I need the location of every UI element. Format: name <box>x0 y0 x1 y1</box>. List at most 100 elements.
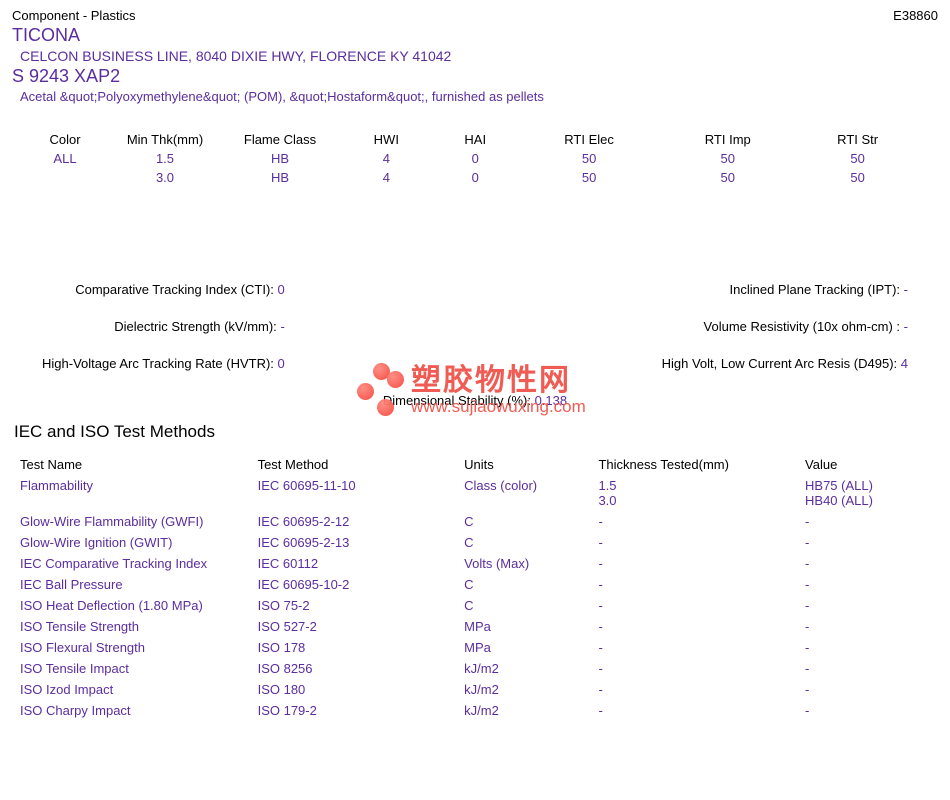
test-method-cell: ISO 8256 <box>252 658 459 679</box>
test-col-header-value: Value <box>799 454 950 475</box>
test-name-cell: Glow-Wire Flammability (GWFI) <box>14 511 252 532</box>
test-table-row-3: IEC Comparative Tracking Index IEC 60112 V… <box>14 553 950 574</box>
test-name-cell: ISO Izod Impact <box>14 679 252 700</box>
test-thickness-cell: 1.5 3.0 <box>592 475 799 511</box>
test-value-cell: - <box>799 532 950 553</box>
test-method-cell: ISO 179-2 <box>252 700 459 721</box>
prop-ipt: Inclined Plane Tracking (IPT): - <box>662 282 908 297</box>
flame-table-row-1: 3.0 HB 4 0 50 50 50 <box>20 168 920 187</box>
site-watermark: 塑胶物性网 www.sujiaowuxing.com <box>355 363 586 418</box>
test-value-cell: - <box>799 595 950 616</box>
test-thickness-cell: - <box>592 553 799 574</box>
test-col-header-method: Test Method <box>252 454 459 475</box>
test-thickness-cell: - <box>592 679 799 700</box>
test-units-cell: MPa <box>458 616 592 637</box>
company-name: TICONA <box>12 25 938 46</box>
test-method-cell: ISO 75-2 <box>252 595 459 616</box>
properties-left-col: Comparative Tracking Index (CTI): 0 Diel… <box>42 282 285 371</box>
test-name-cell: ISO Flexural Strength <box>14 637 252 658</box>
test-method-cell: IEC 60695-10-2 <box>252 574 459 595</box>
test-value-cell: - <box>799 700 950 721</box>
test-table-row-0: Flammability IEC 60695-11-10 Class (color)… <box>14 475 950 511</box>
test-name-cell: IEC Ball Pressure <box>14 574 252 595</box>
test-value-cell: - <box>799 511 950 532</box>
test-method-cell: IEC 60695-2-13 <box>252 532 459 553</box>
test-value-cell: - <box>799 616 950 637</box>
test-units-cell: C <box>458 532 592 553</box>
test-table-row-8: ISO Tensile Impact ISO 8256 kJ/m2 - - <box>14 658 950 679</box>
test-units-cell: kJ/m2 <box>458 679 592 700</box>
test-table-row-10: ISO Charpy Impact ISO 179-2 kJ/m2 - - <box>14 700 950 721</box>
test-method-cell: IEC 60695-11-10 <box>252 475 459 511</box>
test-units-cell: kJ/m2 <box>458 658 592 679</box>
test-col-header-units: Units <box>458 454 592 475</box>
test-table-header-row: Test Name Test Method Units Thickness Te… <box>14 454 950 475</box>
watermark-url-text: www.sujiaowuxing.com <box>411 398 586 415</box>
test-value-cell: - <box>799 553 950 574</box>
test-col-header-thickness: Thickness Tested(mm) <box>592 454 799 475</box>
test-table-row-2: Glow-Wire Ignition (GWIT) IEC 60695-2-13 C… <box>14 532 950 553</box>
test-thickness-cell: - <box>592 700 799 721</box>
test-name-cell: ISO Tensile Impact <box>14 658 252 679</box>
test-value-cell: - <box>799 679 950 700</box>
prop-cti: Comparative Tracking Index (CTI): 0 <box>42 282 285 297</box>
test-units-cell: MPa <box>458 637 592 658</box>
test-thickness-cell: - <box>592 637 799 658</box>
iec-iso-section-title: IEC and ISO Test Methods <box>14 422 938 442</box>
test-value-cell: HB75 (ALL) HB40 (ALL) <box>799 475 950 511</box>
prop-volume-resistivity: Volume Resistivity (10x ohm-cm) : - <box>662 319 908 334</box>
flame-col-header-rtistr: RTI Str <box>795 130 920 149</box>
test-units-cell: C <box>458 511 592 532</box>
test-table-row-5: ISO Heat Deflection (1.80 MPa) ISO 75-2 C -… <box>14 595 950 616</box>
company-address: CELCON BUSINESS LINE, 8040 DIXIE HWY, FL… <box>20 48 938 64</box>
flame-table-row-0: ALL 1.5 HB 4 0 50 50 50 <box>20 149 920 168</box>
flame-col-header-color: Color <box>20 130 110 149</box>
flame-col-header-rtiimp: RTI Imp <box>660 130 795 149</box>
test-method-cell: ISO 180 <box>252 679 459 700</box>
watermark-dots-icon <box>355 363 405 418</box>
test-table-row-6: ISO Tensile Strength ISO 527-2 MPa - - <box>14 616 950 637</box>
flame-table-body: ALL 1.5 HB 4 0 50 50 50 3.0 HB 4 0 50 50… <box>20 149 920 187</box>
properties-right-col: Inclined Plane Tracking (IPT): - Volume … <box>662 282 908 371</box>
test-thickness-cell: - <box>592 616 799 637</box>
test-name-cell: ISO Tensile Strength <box>14 616 252 637</box>
test-method-cell: IEC 60112 <box>252 553 459 574</box>
test-thickness-cell: - <box>592 595 799 616</box>
grade-name: S 9243 XAP2 <box>12 66 938 87</box>
flame-col-header-hai: HAI <box>433 130 518 149</box>
test-table-row-1: Glow-Wire Flammability (GWFI) IEC 60695-2… <box>14 511 950 532</box>
component-label: Component - Plastics <box>12 8 136 23</box>
prop-hvtr: High-Voltage Arc Tracking Rate (HVTR): 0 <box>42 356 285 371</box>
test-methods-table: Test Name Test Method Units Thickness Te… <box>14 454 950 721</box>
datasheet-page: Component - Plastics E38860 TICONA CELCO… <box>0 0 950 800</box>
flame-col-header-hwi: HWI <box>340 130 433 149</box>
grade-description: Acetal &quot;Polyoxymethylene&quot; (POM… <box>20 89 938 104</box>
flame-col-header-minthk: Min Thk(mm) <box>110 130 220 149</box>
test-value-cell: - <box>799 658 950 679</box>
test-method-cell: IEC 60695-2-12 <box>252 511 459 532</box>
test-units-cell: Class (color) <box>458 475 592 511</box>
test-name-cell: ISO Heat Deflection (1.80 MPa) <box>14 595 252 616</box>
test-table-body: Flammability IEC 60695-11-10 Class (color)… <box>14 475 950 721</box>
test-thickness-cell: - <box>592 658 799 679</box>
test-name-cell: ISO Charpy Impact <box>14 700 252 721</box>
test-units-cell: kJ/m2 <box>458 700 592 721</box>
test-name-cell: Flammability <box>14 475 252 511</box>
test-units-cell: C <box>458 595 592 616</box>
test-thickness-cell: - <box>592 574 799 595</box>
test-value-cell: - <box>799 637 950 658</box>
test-table-row-7: ISO Flexural Strength ISO 178 MPa - - <box>14 637 950 658</box>
doc-id: E38860 <box>893 8 938 23</box>
test-table-row-4: IEC Ball Pressure IEC 60695-10-2 C - - <box>14 574 950 595</box>
test-method-cell: ISO 178 <box>252 637 459 658</box>
flame-table-header-row: Color Min Thk(mm) Flame Class HWI HAI RT… <box>20 130 920 149</box>
test-table-row-9: ISO Izod Impact ISO 180 kJ/m2 - - <box>14 679 950 700</box>
flame-class-table: Color Min Thk(mm) Flame Class HWI HAI RT… <box>20 130 920 187</box>
test-col-header-name: Test Name <box>14 454 252 475</box>
prop-d495: High Volt, Low Current Arc Resis (D495):… <box>662 356 908 371</box>
test-name-cell: Glow-Wire Ignition (GWIT) <box>14 532 252 553</box>
test-thickness-cell: - <box>592 532 799 553</box>
watermark-cjk-text: 塑胶物性网 <box>411 366 586 396</box>
test-units-cell: C <box>458 574 592 595</box>
properties-section: Comparative Tracking Index (CTI): 0 Diel… <box>12 282 938 371</box>
